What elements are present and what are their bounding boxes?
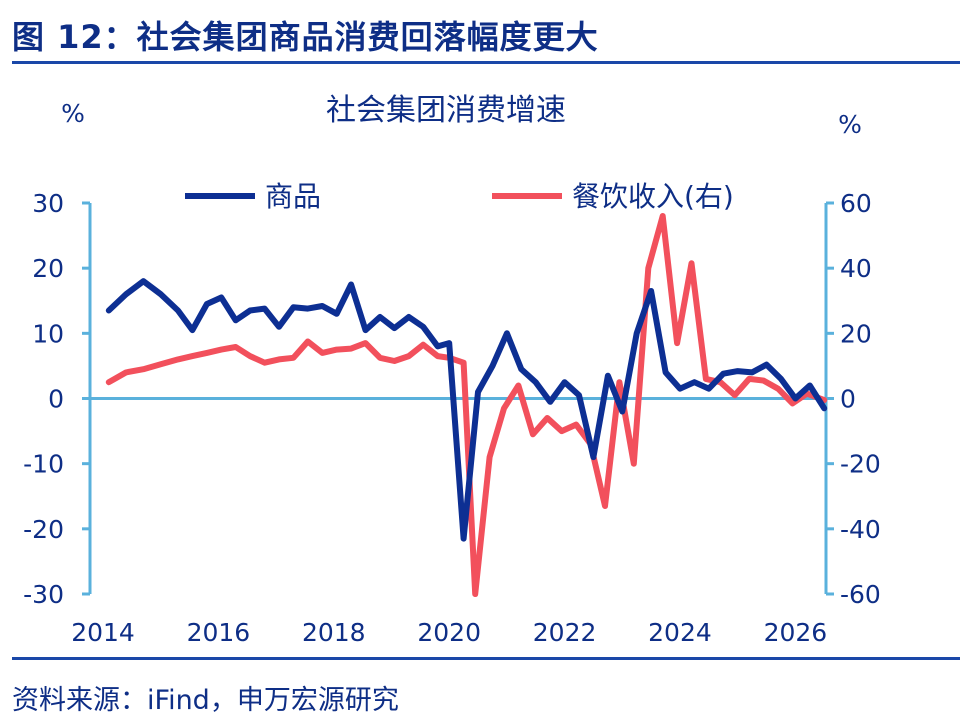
left-tick-label: 0 bbox=[48, 385, 64, 414]
x-tick-label: 2024 bbox=[648, 618, 712, 647]
legend-label-goods: 商品 bbox=[265, 180, 321, 213]
legend-label-catering: 餐饮收入(右) bbox=[572, 180, 734, 213]
right-tick-label: -40 bbox=[840, 515, 881, 544]
left-tick-label: 30 bbox=[32, 189, 64, 218]
right-y-axis: 60 40 20 0 -20 -40 -60 bbox=[824, 189, 881, 609]
x-tick-label: 2018 bbox=[302, 618, 366, 647]
right-tick-label: 40 bbox=[840, 254, 872, 283]
x-tick-label: 2020 bbox=[417, 618, 481, 647]
left-tick-label: -30 bbox=[23, 580, 64, 609]
right-tick-label: 60 bbox=[840, 189, 872, 218]
series-line-goods bbox=[105, 278, 828, 542]
x-tick-label: 2022 bbox=[533, 618, 597, 647]
x-tick-label: 2026 bbox=[764, 618, 828, 647]
right-tick-label: -60 bbox=[840, 580, 881, 609]
chart-title: 社会集团消费增速 bbox=[326, 93, 566, 128]
right-axis-unit: % bbox=[838, 110, 862, 139]
x-tick-label: 2014 bbox=[71, 618, 135, 647]
figure-title: 图 12：社会集团商品消费回落幅度更大 bbox=[12, 18, 599, 56]
left-tick-label: 20 bbox=[32, 254, 64, 283]
x-tick-label: 2016 bbox=[187, 618, 251, 647]
source-rule bbox=[12, 657, 960, 660]
right-tick-label: 0 bbox=[840, 385, 856, 414]
left-tick-label: 10 bbox=[32, 319, 64, 348]
right-tick-label: -20 bbox=[840, 450, 881, 479]
legend: 商品 餐饮收入(右) bbox=[185, 180, 734, 213]
left-tick-label: -10 bbox=[23, 450, 64, 479]
left-axis-unit: % bbox=[61, 99, 85, 128]
title-rule bbox=[12, 61, 960, 64]
x-axis: 2014 2016 2018 2020 2022 2024 2026 bbox=[71, 618, 827, 647]
series-layer bbox=[105, 213, 828, 597]
source-note: 资料来源：iFind，申万宏源研究 bbox=[12, 685, 399, 716]
right-tick-label: 20 bbox=[840, 319, 872, 348]
left-tick-label: -20 bbox=[23, 515, 64, 544]
left-y-axis: 30 20 10 0 -10 -20 -30 bbox=[23, 189, 92, 609]
